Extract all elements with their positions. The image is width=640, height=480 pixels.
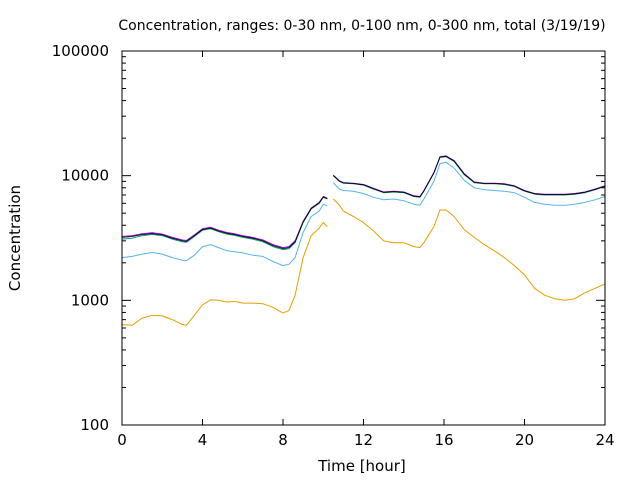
y-tick-label: 100000 xyxy=(52,42,109,60)
series-1-line-segment-0 xyxy=(121,203,328,267)
y-tick-label: 1000 xyxy=(71,291,109,309)
series-4-line-segment-1 xyxy=(333,155,606,198)
series-0-line-segment-0 xyxy=(121,222,328,326)
x-axis-label: Time [hour] xyxy=(317,457,406,475)
tick-layer: 0 4 8 12 16 20 24 100 1000 10000 100000 xyxy=(52,42,615,449)
x-tick-label: 12 xyxy=(354,431,373,449)
x-tick-label: 16 xyxy=(434,431,453,449)
x-tick-label: 0 xyxy=(117,431,127,449)
y-tick-label: 100 xyxy=(80,416,109,434)
series-4-line-segment-0 xyxy=(121,196,328,250)
x-tick-label: 20 xyxy=(515,431,534,449)
y-tick-label: 10000 xyxy=(61,167,109,185)
x-tick-label: 4 xyxy=(198,431,208,449)
series-2-line-segment-0 xyxy=(121,196,328,251)
series-1-line-segment-1 xyxy=(332,161,606,206)
y-axis-label: Concentration xyxy=(6,185,24,291)
series-3-line-segment-1 xyxy=(332,155,606,197)
plot-frame xyxy=(121,50,606,426)
chart-title: Concentration, ranges: 0-30 nm, 0-100 nm… xyxy=(118,18,605,34)
series-0-line-segment-1 xyxy=(332,198,606,301)
series-2-line-segment-1 xyxy=(332,156,606,198)
x-tick-label: 8 xyxy=(278,431,288,449)
x-tick-label: 24 xyxy=(595,431,614,449)
series-layer xyxy=(121,155,606,326)
